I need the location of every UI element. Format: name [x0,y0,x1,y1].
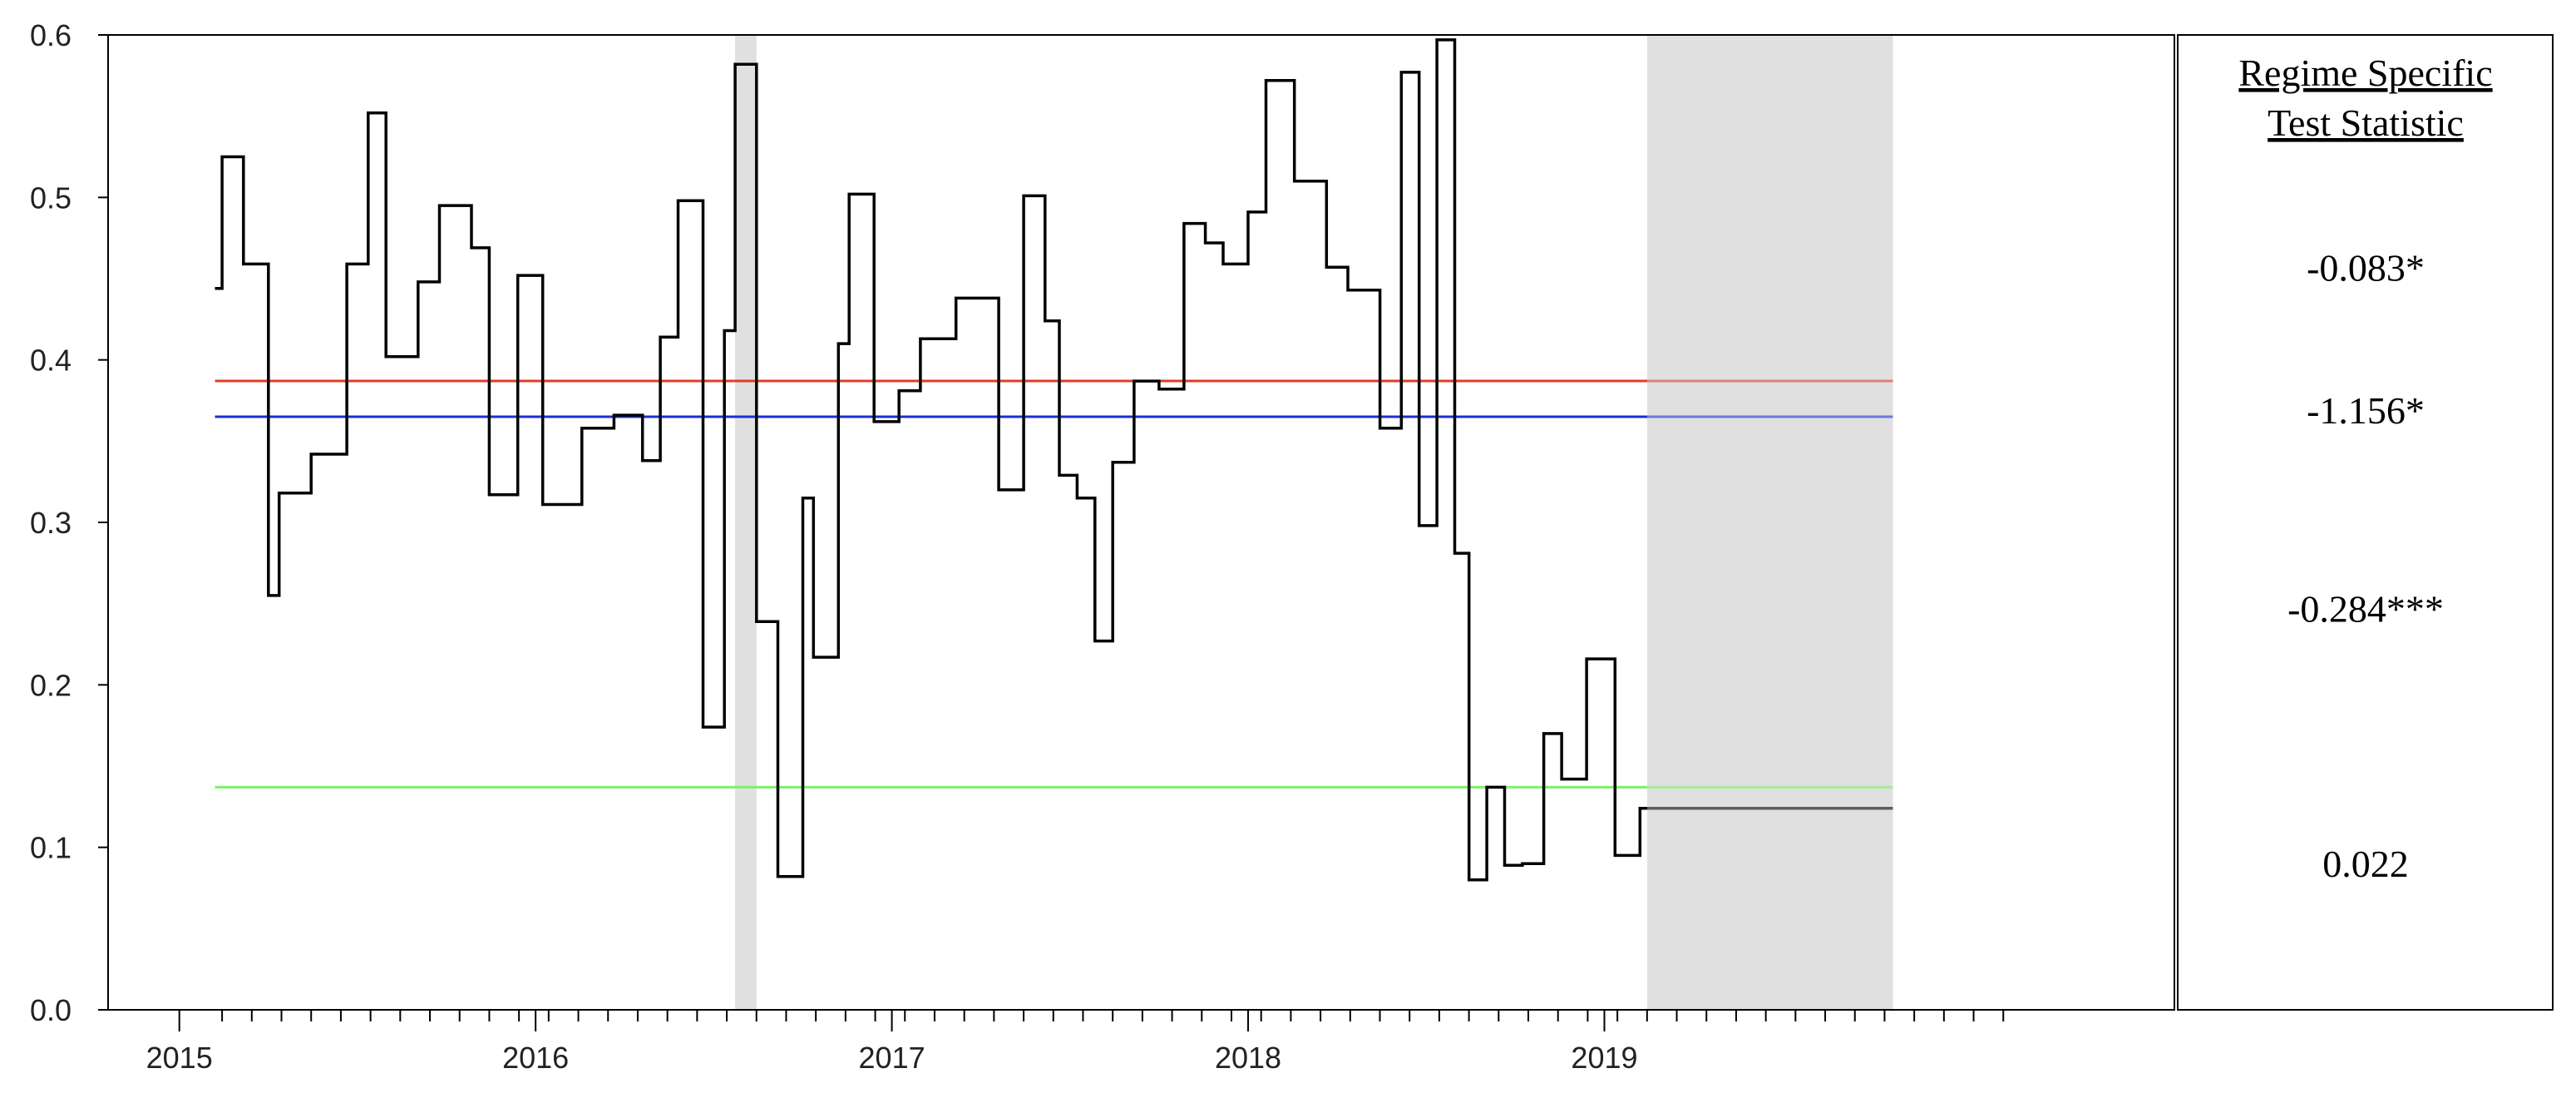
y-tick-label-4: 0.4 [30,344,72,378]
stat-value-0: -0.083* [2307,246,2425,289]
shade-overlay [1646,35,1893,1010]
x-tick-label-2: 2017 [859,1041,925,1075]
shaded-region-0 [735,35,757,1010]
x-axis: 2015 2016 2017 2018 2019 [146,1010,2005,1075]
threshold-lines [215,379,1893,789]
stat-value-2: -0.284*** [2287,588,2444,631]
stat-value-3: 0.022 [2322,843,2409,885]
test-statistic-panel: Regime Specific Test Statistic -0.083* -1… [2177,34,2554,1011]
shaded-regions [735,35,1893,1010]
shaded-region-overlay [1646,35,1893,1010]
y-tick-label-6: 0.6 [30,18,72,52]
x-tick-label-3: 2018 [1215,1041,1281,1075]
panel-heading-line-2: Test Statistic [2268,101,2464,144]
y-tick-label-0: 0.0 [30,993,72,1027]
y-tick-label-3: 0.3 [30,506,72,540]
y-axis: 0.0 0.1 0.2 0.3 0.4 0.5 0.6 [30,18,108,1027]
panel-heading-line-1: Regime Specific [2238,52,2492,94]
y-tick-label-2: 0.2 [30,668,72,702]
stat-value-1: -1.156* [2307,389,2425,432]
series-lines [215,38,1893,882]
x-tick-label-1: 2016 [502,1041,569,1075]
series-line-0 [215,38,1893,882]
x-tick-label-0: 2015 [146,1041,213,1075]
y-tick-label-5: 0.5 [30,181,72,215]
x-tick-label-4: 2019 [1571,1041,1637,1075]
shaded-region-1 [1646,35,1893,1010]
y-tick-label-1: 0.1 [30,831,72,865]
panel-frame [2177,34,2554,1011]
stat-values: -0.083* -1.156* -0.284*** 0.022 [2287,246,2444,885]
